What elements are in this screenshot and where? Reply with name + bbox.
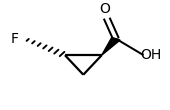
Text: OH: OH: [140, 48, 162, 62]
Text: F: F: [11, 32, 19, 46]
Text: O: O: [100, 2, 110, 16]
Polygon shape: [102, 37, 120, 55]
